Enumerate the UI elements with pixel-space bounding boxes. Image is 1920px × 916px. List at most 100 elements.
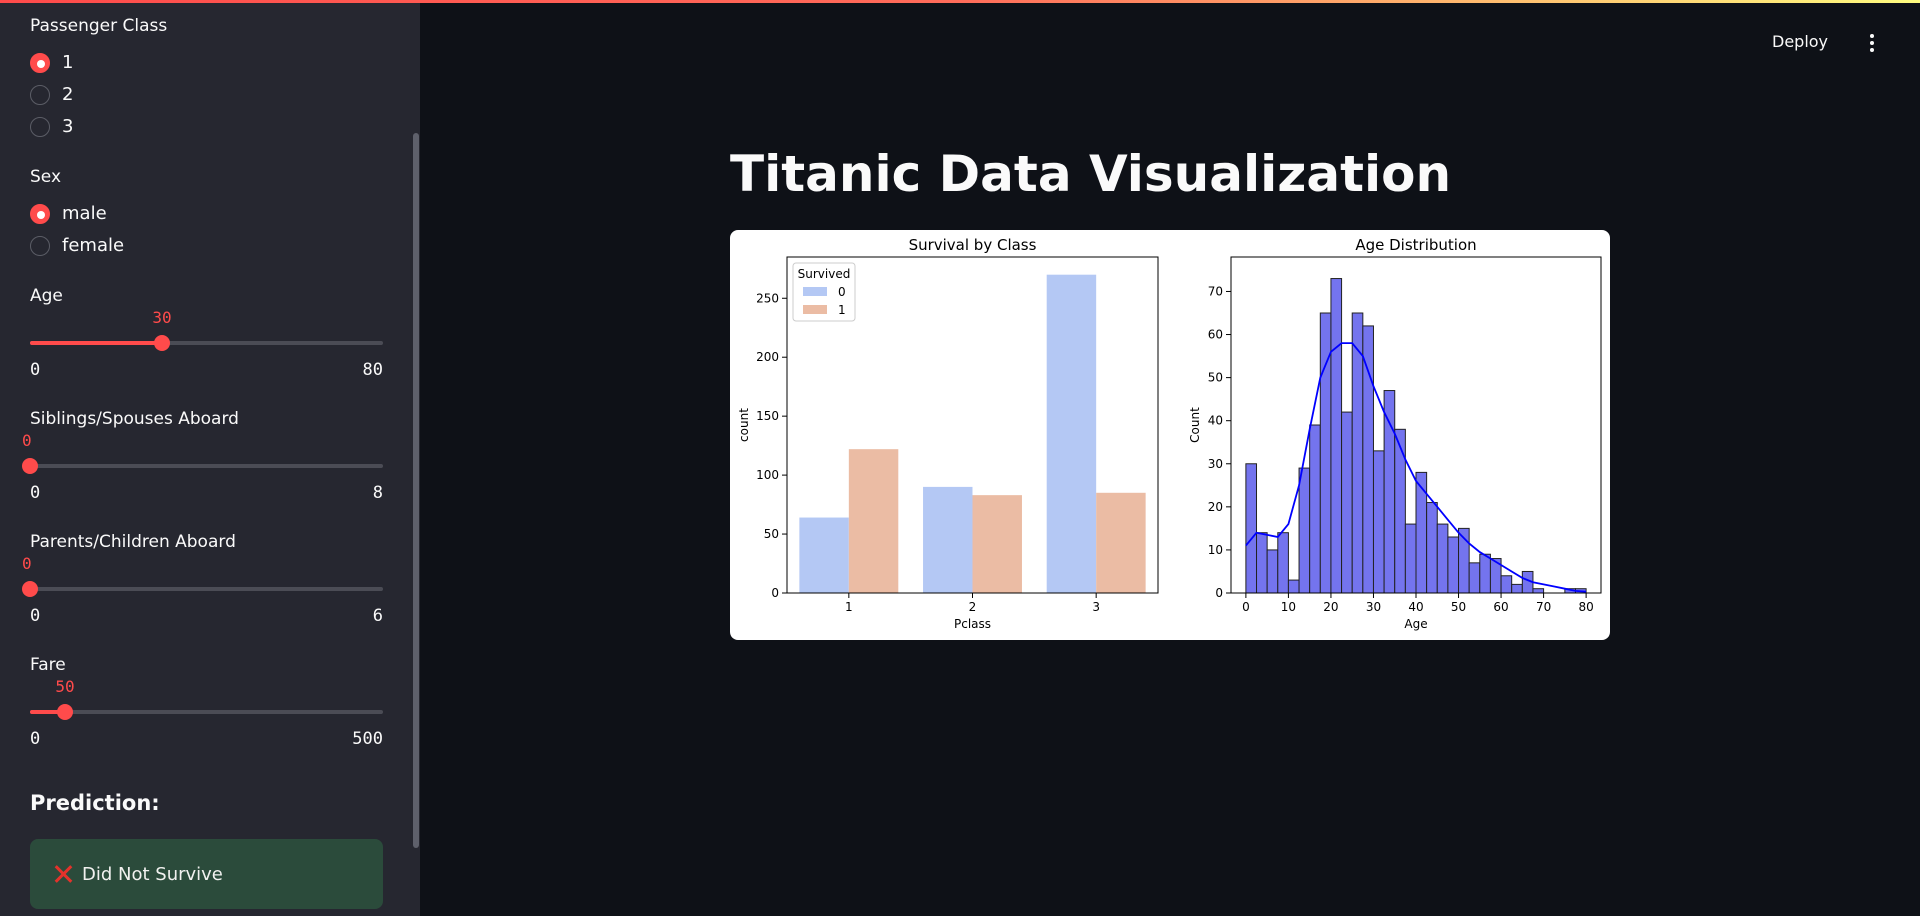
slider-max: 500 <box>352 729 383 749</box>
histogram-bar <box>1511 583 1523 594</box>
histogram-bar <box>1245 463 1258 594</box>
y-tick-label: 70 <box>1208 284 1223 298</box>
slider-min: 0 <box>30 729 41 749</box>
x-tick-label: 30 <box>1366 600 1381 614</box>
x-tick-label: 70 <box>1536 600 1551 614</box>
slider-min: 0 <box>30 606 41 626</box>
radio-label: 3 <box>62 116 74 137</box>
x-axis-label: Pclass <box>954 617 991 631</box>
radio-button[interactable] <box>30 116 50 137</box>
chart-title: Age Distribution <box>1355 236 1476 254</box>
legend-swatch <box>803 305 827 314</box>
y-tick-label: 200 <box>756 350 779 364</box>
sibsp-range: 0 8 <box>30 483 383 503</box>
slider-value: 50 <box>55 677 75 696</box>
y-tick-label: 0 <box>771 586 779 600</box>
histogram-bar <box>1436 523 1449 594</box>
histogram-bar <box>1266 549 1279 594</box>
top-decoration-bar <box>0 0 1920 3</box>
y-tick-label: 50 <box>1208 371 1223 385</box>
y-axis-label: count <box>737 408 751 442</box>
page-title: Titanic Data Visualization <box>730 145 1452 203</box>
legend-label: 0 <box>838 285 846 299</box>
chart-title: Survival by Class <box>909 236 1037 254</box>
bar <box>799 517 849 593</box>
y-tick-label: 40 <box>1208 414 1223 428</box>
x-tick-label: 0 <box>1242 600 1250 614</box>
y-tick-label: 60 <box>1208 328 1223 342</box>
y-tick-label: 20 <box>1208 500 1223 514</box>
histogram-bar <box>1287 579 1300 594</box>
age-slider[interactable]: 30 <box>30 308 383 351</box>
cross-mark-icon <box>52 863 74 885</box>
x-tick-label: 80 <box>1578 600 1593 614</box>
x-tick-label: 60 <box>1493 600 1508 614</box>
y-tick-label: 50 <box>764 527 779 541</box>
radio-pclass-2[interactable]: 2 <box>30 84 73 105</box>
histogram-bar <box>1479 553 1491 594</box>
slider-thumb[interactable] <box>22 581 38 597</box>
histogram-bar <box>1362 325 1374 594</box>
prediction-alert: Did Not Survive <box>30 839 383 909</box>
radio-button-selected[interactable] <box>30 52 50 73</box>
y-tick-label: 30 <box>1208 457 1223 471</box>
radio-label: 1 <box>62 52 74 73</box>
slider-thumb[interactable] <box>154 335 170 351</box>
slider-thumb[interactable] <box>57 704 73 720</box>
y-tick-label: 100 <box>756 468 779 482</box>
y-tick-label: 250 <box>756 291 779 305</box>
deploy-button[interactable]: Deploy <box>1772 32 1829 51</box>
bar <box>1096 492 1146 593</box>
y-tick-label: 150 <box>756 409 779 423</box>
radio-label: male <box>62 203 107 224</box>
histogram-bar <box>1415 471 1428 594</box>
histogram-bar <box>1341 411 1353 594</box>
y-tick-label: 10 <box>1208 543 1223 557</box>
radio-pclass-3[interactable]: 3 <box>30 116 73 137</box>
age-range: 0 80 <box>30 360 383 380</box>
prediction-title: Prediction: <box>30 791 160 815</box>
sidebar-scrollbar[interactable] <box>413 133 419 848</box>
histogram-bar <box>1277 532 1289 594</box>
radio-sex-female[interactable]: female <box>30 235 124 256</box>
more-vertical-icon[interactable] <box>1865 34 1879 54</box>
x-axis-label: Age <box>1404 617 1427 631</box>
slider-min: 0 <box>30 360 41 380</box>
legend-label: 1 <box>838 303 846 317</box>
parch-range: 0 6 <box>30 606 383 626</box>
chart-figure: 0 50 100 150 200 250 1 2 3 Survival by Class Pclas… <box>730 230 1610 640</box>
sex-label: Sex <box>30 167 62 187</box>
histogram-bar <box>1500 575 1513 594</box>
radio-label: 2 <box>62 84 74 105</box>
sibsp-slider[interactable]: 0 <box>22 431 383 474</box>
kde-line <box>1245 342 1587 593</box>
parch-slider[interactable]: 0 <box>22 554 383 597</box>
bar <box>1046 274 1097 593</box>
x-tick-label: 40 <box>1408 600 1423 614</box>
histogram-bar <box>1447 536 1460 594</box>
prediction-text: Did Not Survive <box>82 863 223 885</box>
x-tick-label: 2 <box>969 600 977 614</box>
slider-max: 8 <box>372 483 383 503</box>
radio-label: female <box>62 235 125 256</box>
histogram-bar <box>1532 588 1545 594</box>
legend-title: Survived <box>798 267 851 281</box>
radio-sex-male[interactable]: male <box>30 203 107 224</box>
slider-max: 80 <box>362 360 383 380</box>
histogram-bar <box>1298 467 1311 594</box>
slider-thumb[interactable] <box>22 458 38 474</box>
passenger-class-label: Passenger Class <box>30 16 168 36</box>
slider-value: 30 <box>152 308 172 327</box>
y-tick-label: 0 <box>1215 586 1223 600</box>
fare-slider[interactable]: 50 <box>30 677 383 720</box>
histogram-bar <box>1256 532 1268 594</box>
radio-button[interactable] <box>30 84 50 105</box>
radio-button[interactable] <box>30 235 50 256</box>
x-tick-label: 50 <box>1451 600 1466 614</box>
y-axis-label: Count <box>1188 407 1202 443</box>
radio-pclass-1[interactable]: 1 <box>30 52 73 73</box>
legend-swatch <box>803 287 827 296</box>
histogram-bar <box>1426 502 1438 594</box>
fare-range: 0 500 <box>30 729 383 749</box>
radio-button-selected[interactable] <box>30 203 50 224</box>
